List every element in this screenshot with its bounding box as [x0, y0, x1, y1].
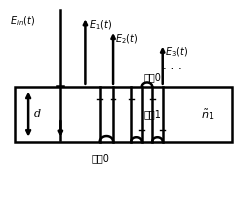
Text: $E_2(t)$: $E_2(t)$ [115, 32, 139, 46]
Text: . . .: . . . [163, 59, 182, 72]
Text: d: d [34, 109, 41, 119]
Text: 介败0: 介败0 [92, 153, 110, 163]
Text: 介败0: 介败0 [144, 72, 162, 82]
Text: $E_{in}(t)$: $E_{in}(t)$ [10, 14, 36, 28]
Bar [15, 87, 232, 141]
Text: $\tilde{n}_1$: $\tilde{n}_1$ [201, 107, 215, 122]
Text: 介败1: 介败1 [144, 109, 162, 119]
Text: $E_3(t)$: $E_3(t)$ [165, 46, 188, 59]
Text: $E_1(t)$: $E_1(t)$ [89, 18, 112, 32]
